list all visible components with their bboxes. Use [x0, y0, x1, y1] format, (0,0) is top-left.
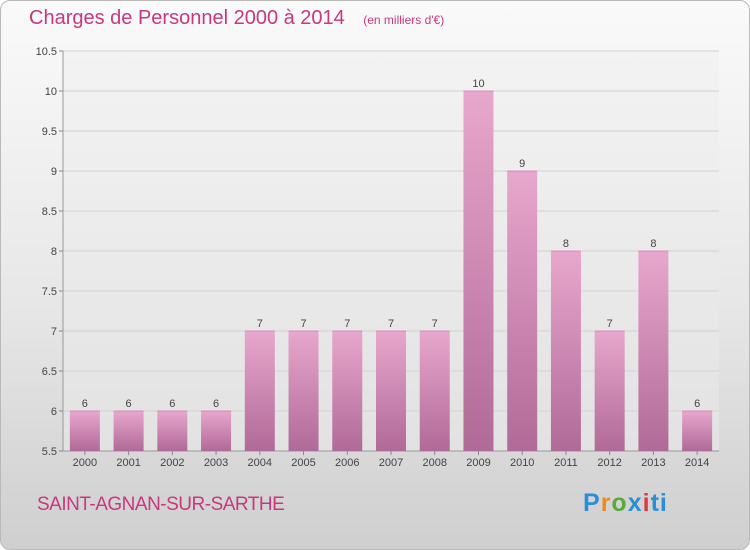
data-label: 6 — [82, 398, 88, 410]
data-label: 6 — [169, 398, 175, 410]
bar-2002 — [157, 411, 188, 451]
x-tick-label: 2002 — [160, 457, 184, 469]
proxiti-logo: Proxiti — [583, 489, 668, 517]
bar-2005 — [288, 331, 319, 451]
y-tick-label: 7.5 — [42, 286, 57, 298]
bar-2014 — [682, 411, 713, 451]
y-tick-label: 6 — [51, 406, 57, 418]
bar-2006 — [332, 331, 363, 451]
bar-2004 — [244, 331, 275, 451]
city-name: SAINT-AGNAN-SUR-SARTHE — [37, 494, 285, 515]
bar-2012 — [594, 331, 625, 451]
x-tick-label: 2005 — [291, 457, 315, 469]
x-tick-label: 2000 — [73, 457, 97, 469]
data-label: 7 — [607, 318, 613, 330]
data-label: 7 — [300, 318, 306, 330]
data-label: 7 — [388, 318, 394, 330]
y-tick-label: 9.5 — [42, 126, 57, 138]
bar-2011 — [550, 251, 581, 451]
bar-2010 — [507, 171, 538, 451]
x-tick-label: 2010 — [510, 457, 534, 469]
y-tick-label: 10.5 — [36, 46, 57, 58]
x-tick-label: 2013 — [641, 457, 665, 469]
x-tick-label: 2001 — [116, 457, 140, 469]
bar-2003 — [201, 411, 232, 451]
x-tick-label: 2004 — [248, 457, 272, 469]
data-label: 6 — [126, 398, 132, 410]
y-tick-label: 7 — [51, 326, 57, 338]
y-tick-label: 8.5 — [42, 206, 57, 218]
data-label: 7 — [344, 318, 350, 330]
y-tick-label: 8 — [51, 246, 57, 258]
data-label: 6 — [213, 398, 219, 410]
y-tick-label: 10 — [45, 86, 57, 98]
x-tick-label: 2009 — [466, 457, 490, 469]
y-tick-label: 6.5 — [42, 366, 57, 378]
data-label: 8 — [563, 238, 569, 250]
data-label: 10 — [472, 78, 484, 90]
x-tick-label: 2003 — [204, 457, 228, 469]
data-label: 7 — [257, 318, 263, 330]
bar-2007 — [376, 331, 406, 451]
x-tick-label: 2012 — [597, 457, 621, 469]
chart-title: Charges de Personnel 2000 à 2014 — [29, 7, 345, 29]
y-tick-label: 9 — [51, 166, 57, 178]
data-label: 6 — [694, 398, 700, 410]
x-tick-label: 2008 — [422, 457, 446, 469]
x-tick-label: 2011 — [554, 457, 578, 469]
x-tick-label: 2014 — [685, 457, 709, 469]
x-tick-label: 2007 — [379, 457, 403, 469]
bar-chart: 5.5 6 6.5 7 7.5 8 8.5 9 9.5 10 10.5 6 2000 6 2001 6 2002… — [36, 46, 719, 469]
data-label: 9 — [519, 158, 525, 170]
data-label: 7 — [432, 318, 438, 330]
bar-2001 — [113, 411, 144, 451]
bar-2013 — [638, 251, 669, 451]
bar-2008 — [419, 331, 450, 451]
bar-2000 — [69, 411, 100, 451]
x-tick-label: 2006 — [335, 457, 359, 469]
title-row: Charges de Personnel 2000 à 2014 (en mil… — [29, 7, 444, 30]
y-tick-label: 5.5 — [42, 446, 57, 458]
chart-subtitle: (en milliers d'€) — [363, 13, 445, 27]
bar-2009 — [463, 91, 494, 451]
data-label: 8 — [650, 238, 656, 250]
